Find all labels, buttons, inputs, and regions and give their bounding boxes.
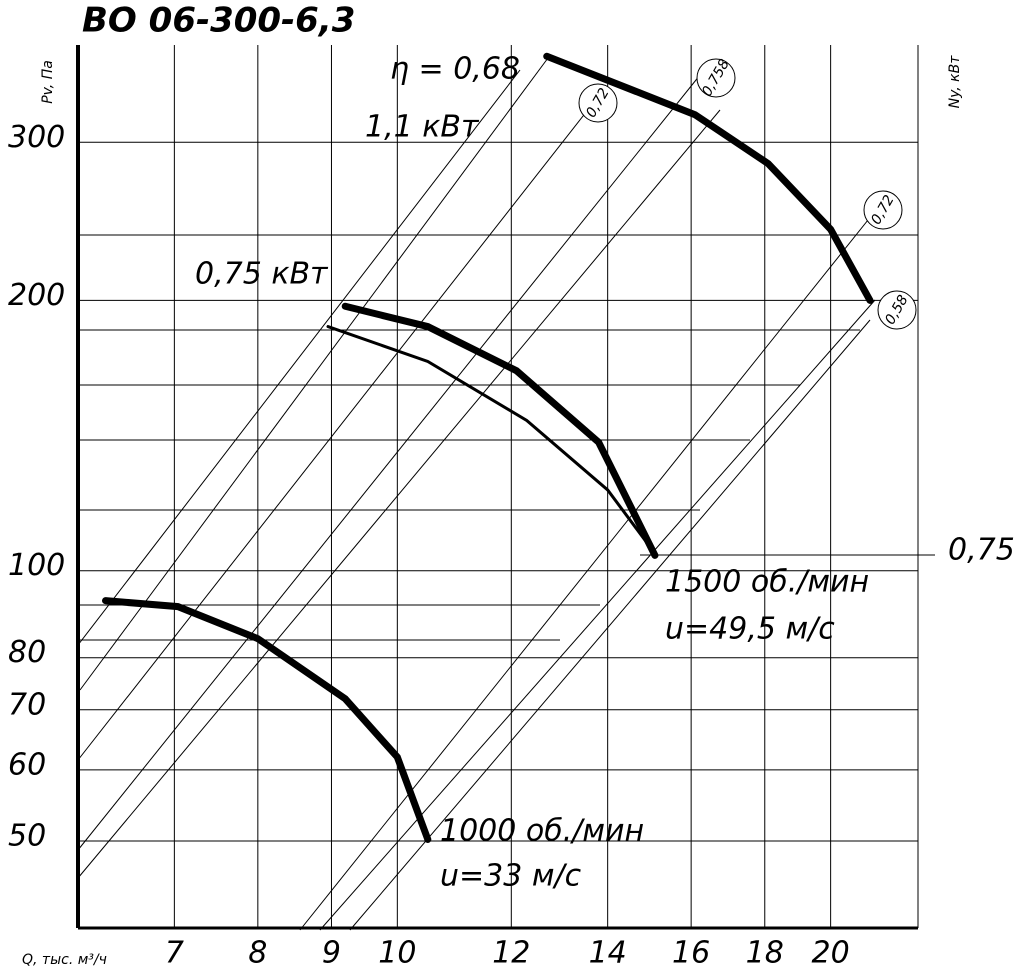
annotation: η = 0,68: [390, 52, 520, 87]
chart-title: ВО 06-300-6,3: [82, 1, 355, 41]
y-axis-label: Pv, Па: [40, 60, 56, 104]
x-tick-label: 9: [322, 936, 341, 971]
curve: [326, 325, 653, 550]
annotation: u=49,5 м/с: [665, 612, 835, 647]
y-tick-label: 300: [8, 120, 65, 155]
efficiency-lines: [77, 57, 881, 931]
label-circle: [578, 83, 618, 123]
curve-label: 1,1 кВт: [365, 110, 480, 145]
curve-label: 0,75 кВт: [195, 257, 329, 292]
label-circle: [696, 58, 736, 98]
curve: [543, 52, 874, 304]
x-axis-label: Q, тыс. м³/ч: [22, 952, 107, 968]
curve: [341, 302, 659, 559]
x-tick-label: 12: [492, 936, 530, 971]
y-tick-label: 100: [8, 548, 65, 583]
y-tick-label: 200: [8, 278, 65, 313]
x-tick-label: 10: [378, 936, 416, 971]
y2-tick-label: 0,75: [948, 533, 1015, 568]
y-tick-label: 60: [8, 747, 46, 782]
y-tick-label: 50: [8, 818, 46, 853]
x-tick-label: 16: [672, 936, 710, 971]
annotation: u=33 м/с: [440, 859, 582, 894]
label-circle: [877, 290, 917, 330]
label-circle: [863, 190, 903, 230]
x-tick-label: 14: [589, 936, 627, 971]
x-tick-label: 8: [248, 936, 267, 971]
x-tick-label: 18: [746, 936, 784, 971]
y2-axis-label: Ny, кВт: [947, 55, 963, 109]
y-tick-label: 70: [8, 687, 46, 722]
curve-label: 1000 об./мин: [440, 814, 644, 849]
annotation: 1500 об./мин: [665, 565, 869, 600]
x-tick-label: 7: [165, 936, 184, 971]
y-tick-label: 80: [8, 635, 46, 670]
x-tick-label: 20: [812, 936, 850, 971]
curve: [102, 597, 432, 843]
